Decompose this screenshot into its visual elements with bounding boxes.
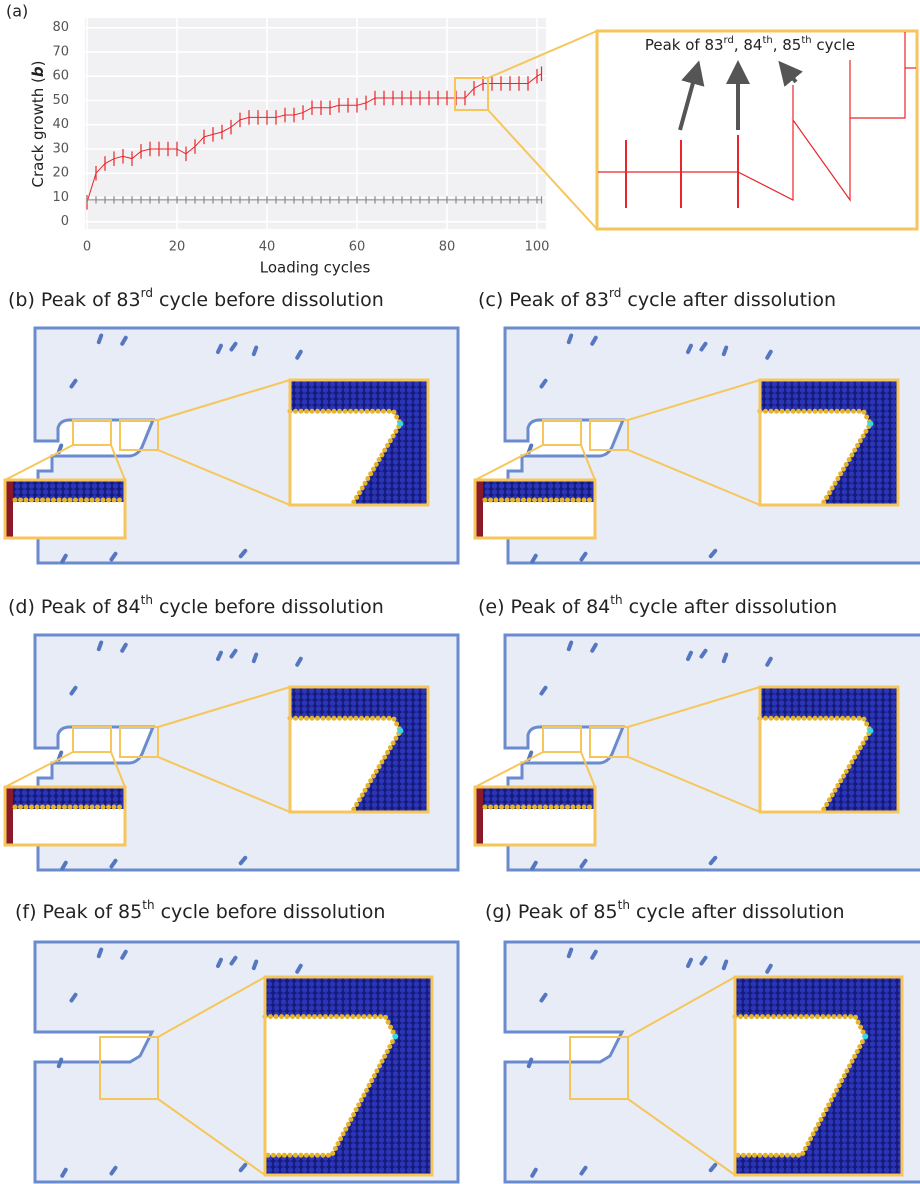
figure: (a) 0 10 20 30 40 50 60 70 80 0 20 40 60 80 100 Loading … (0, 0, 920, 1184)
y-axis-label: Crack growth (b) (29, 61, 47, 188)
panel-label: (a) (6, 2, 28, 21)
x-tick-label: 100 (525, 240, 550, 255)
panel: (c) Peak of 83rd cycle after dissolution (475, 286, 920, 565)
panel-title: (f) Peak of 85th cycle before dissolutio… (15, 898, 385, 923)
superscript: rd (609, 286, 621, 300)
superscript: th (142, 898, 154, 912)
x-tick-label: 60 (349, 240, 366, 255)
label-part: Crack growth ( (29, 77, 47, 187)
inset-frame (597, 31, 917, 229)
tip-atom (867, 421, 873, 427)
y-tick-label: 30 (52, 141, 69, 156)
superscript: th (610, 593, 622, 607)
crack-void (483, 502, 595, 538)
panel-title: (d) Peak of 84th cycle before dissolutio… (8, 593, 384, 618)
crack-void (13, 502, 125, 538)
label-part: b (29, 66, 47, 77)
zoom-source (543, 727, 581, 752)
text-part: (d) Peak of 84 (8, 596, 141, 618)
inset-label: Peak of 83rd, 84th, 85th cycle (645, 35, 855, 54)
text-part: (b) Peak of 83 (8, 289, 141, 311)
superscript: th (762, 35, 772, 46)
text-part: (e) Peak of 84 (478, 596, 610, 618)
text-part: cycle before dissolution (153, 289, 384, 311)
panels: (b) Peak of 83rd cycle before dissolutio… (5, 286, 920, 1183)
tip-atom (862, 1033, 868, 1039)
zoom-source (73, 420, 111, 445)
tip-atom (392, 1033, 398, 1039)
y-tick-label: 80 (52, 20, 69, 35)
chart-a: (a) 0 10 20 30 40 50 60 70 80 0 20 40 60 80 100 Loading … (6, 2, 597, 277)
tip-atom (397, 421, 403, 427)
text-part: cycle (812, 36, 856, 54)
text-part: (g) Peak of 85 (485, 901, 618, 923)
tip-atom (867, 728, 873, 734)
x-axis-label: Loading cycles (260, 259, 371, 277)
label-part: ) (29, 61, 47, 67)
text-part: cycle after dissolution (623, 596, 838, 618)
crack-void (13, 809, 125, 845)
panel: (d) Peak of 84th cycle before dissolutio… (5, 593, 458, 872)
superscript: rd (724, 35, 734, 46)
x-tick-label: 80 (439, 240, 456, 255)
zoom-source (73, 727, 111, 752)
text-part: cycle after dissolution (621, 289, 836, 311)
panel: (f) Peak of 85th cycle before dissolutio… (15, 898, 458, 1183)
panel-title: (e) Peak of 84th cycle after dissolution (478, 593, 837, 618)
y-tick-label: 60 (52, 69, 69, 84)
y-tick-label: 0 (61, 214, 69, 229)
y-tick-label: 10 (52, 190, 69, 205)
text-part: Peak of 83 (645, 36, 724, 54)
x-tick-label: 40 (259, 240, 276, 255)
y-tick-label: 50 (52, 93, 69, 108)
text-part: (f) Peak of 85 (15, 901, 142, 923)
panel-title: (b) Peak of 83rd cycle before dissolutio… (8, 286, 384, 311)
text-part: (c) Peak of 83 (478, 289, 609, 311)
panel: (b) Peak of 83rd cycle before dissolutio… (5, 286, 458, 565)
inset: Peak of 83rd, 84th, 85th cycle (597, 31, 917, 229)
y-tick-label: 70 (52, 44, 69, 59)
superscript: th (801, 35, 811, 46)
panel: (g) Peak of 85th cycle after dissolution (485, 898, 920, 1183)
text-part: cycle after dissolution (630, 901, 845, 923)
x-tick-label: 20 (169, 240, 186, 255)
x-tick-label: 0 (83, 240, 91, 255)
panel-title: (g) Peak of 85th cycle after dissolution (485, 898, 845, 923)
superscript: th (141, 593, 153, 607)
tip-atom (397, 728, 403, 734)
y-tick-label: 20 (52, 166, 69, 181)
y-tick-label: 40 (52, 117, 69, 132)
text-part: cycle before dissolution (153, 596, 384, 618)
text-part: cycle before dissolution (155, 901, 386, 923)
crack-void (483, 809, 595, 845)
panel-title: (c) Peak of 83rd cycle after dissolution (478, 286, 836, 311)
text-part: , 84 (734, 36, 763, 54)
panel: (e) Peak of 84th cycle after dissolution (475, 593, 920, 872)
superscript: rd (141, 286, 153, 300)
text-part: , 85 (773, 36, 802, 54)
superscript: th (618, 898, 630, 912)
zoom-source (543, 420, 581, 445)
